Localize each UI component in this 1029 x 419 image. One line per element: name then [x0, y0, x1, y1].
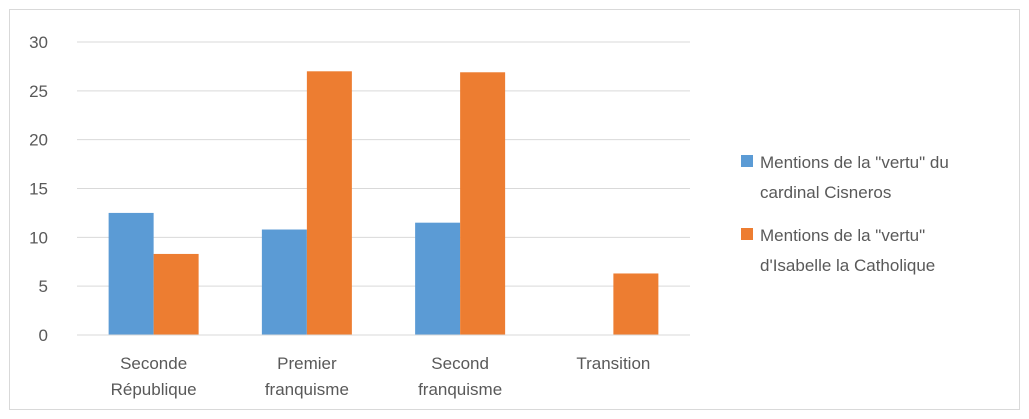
chart-frame — [9, 9, 1020, 410]
bar — [108, 212, 154, 335]
bars — [108, 71, 659, 336]
legend-label: Mentions de la "vertu" — [760, 226, 925, 245]
y-tick-label: 5 — [39, 277, 48, 296]
x-category-label: franquisme — [265, 380, 349, 399]
gridlines — [77, 41, 690, 287]
bar — [460, 72, 506, 335]
legend-label: Mentions de la "vertu" du — [760, 153, 949, 172]
bar — [613, 273, 659, 335]
y-tick-label: 25 — [29, 82, 48, 101]
legend-swatch — [741, 228, 753, 240]
x-category-label: Premier — [277, 354, 337, 373]
x-category-label: Transition — [576, 354, 650, 373]
bar — [415, 222, 461, 335]
bar — [153, 253, 199, 335]
legend-label: d'Isabelle la Catholique — [760, 256, 935, 275]
y-tick-label: 10 — [29, 228, 48, 247]
x-category-label: Seconde — [120, 354, 187, 373]
bar — [261, 229, 307, 335]
y-tick-label: 20 — [29, 131, 48, 150]
x-category-label: Second — [431, 354, 489, 373]
legend-label: cardinal Cisneros — [760, 183, 891, 202]
axes: 0 5 10 15 20 25 30 Seconde République Premier fran… — [29, 33, 690, 399]
y-tick-label: 30 — [29, 33, 48, 52]
x-category-label: République — [111, 380, 197, 399]
y-tick-label: 0 — [39, 326, 48, 345]
x-category-label: franquisme — [418, 380, 502, 399]
legend: Mentions de la "vertu" du cardinal Cisner… — [741, 153, 949, 275]
y-tick-label: 15 — [29, 180, 48, 199]
bar — [306, 71, 352, 336]
legend-swatch — [741, 155, 753, 167]
